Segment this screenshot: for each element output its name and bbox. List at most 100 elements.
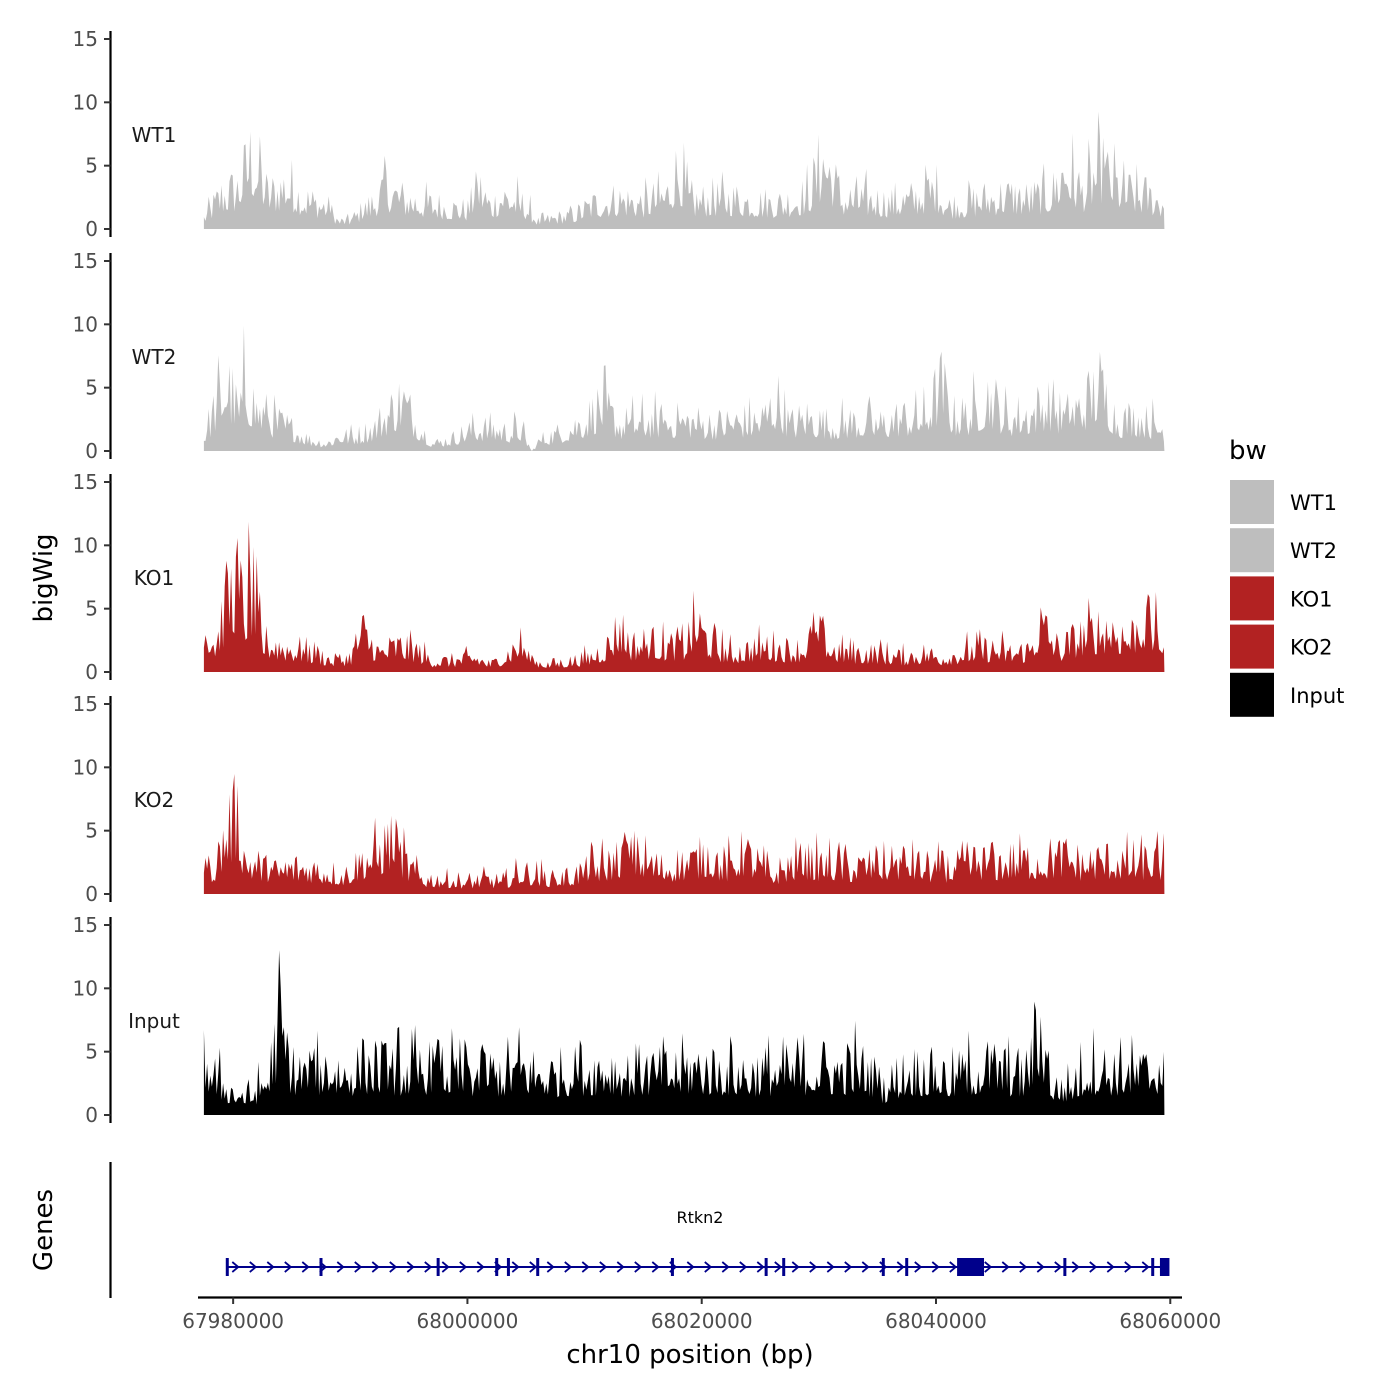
- legend-label-wt2: WT2: [1290, 539, 1337, 563]
- strand-arrow: [1106, 1261, 1115, 1273]
- y-tick-label: 15: [73, 249, 98, 273]
- strand-arrow: [266, 1261, 275, 1273]
- legend-label-wt1: WT1: [1290, 491, 1337, 515]
- gene-exon: [1063, 1258, 1067, 1276]
- strand-arrow: [476, 1261, 485, 1273]
- strand-arrow: [564, 1261, 573, 1273]
- legend-label-ko1: KO1: [1290, 587, 1333, 611]
- x-tick-label: 68040000: [885, 1309, 987, 1333]
- strand-arrow: [704, 1261, 713, 1273]
- x-axis: 67980000 68000000 68020000 68040000 68060000: [182, 1296, 1221, 1333]
- y-tick-label: 0: [85, 217, 98, 241]
- strand-arrow: [686, 1261, 695, 1273]
- y-tick-label: 5: [85, 1040, 98, 1064]
- signal-area-ko2: [203, 774, 1165, 894]
- gene-exon: [782, 1258, 786, 1276]
- track-input: 0 5 10 15 Input: [73, 913, 1165, 1127]
- genes-track-title: Genes: [29, 1189, 59, 1271]
- y-tick-label: 0: [85, 882, 98, 906]
- strand-arrow: [371, 1261, 380, 1273]
- y-tick-label: 5: [85, 597, 98, 621]
- track-label-wt1: WT1: [132, 123, 177, 147]
- strand-arrow: [284, 1261, 293, 1273]
- signal-area-wt2: [203, 325, 1165, 451]
- strand-arrow: [739, 1261, 748, 1273]
- strand-arrow: [301, 1261, 310, 1273]
- gene-name-label: Rtkn2: [677, 1208, 724, 1227]
- track-ko1: 0 5 10 15 KO1: [73, 470, 1165, 684]
- y-tick-label: 10: [73, 976, 98, 1000]
- legend-swatch-ko2: [1230, 624, 1274, 669]
- strand-arrow: [231, 1261, 240, 1273]
- x-tick-label: 67980000: [182, 1309, 284, 1333]
- strand-arrow: [1089, 1261, 1098, 1273]
- strand-arrow: [336, 1261, 345, 1273]
- strand-arrow: [389, 1261, 398, 1273]
- strand-arrow: [581, 1261, 590, 1273]
- strand-arrow: [1036, 1261, 1045, 1273]
- legend-swatch-wt1: [1230, 480, 1274, 524]
- y-tick-label: 0: [85, 660, 98, 684]
- y-axis-title: bigWig: [29, 533, 59, 622]
- gene-exon: [506, 1258, 510, 1276]
- y-tick-label: 10: [73, 90, 98, 114]
- strand-arrow: [721, 1261, 730, 1273]
- strand-arrow: [1054, 1261, 1063, 1273]
- signal-area-ko1: [203, 521, 1165, 672]
- y-tick-label: 15: [73, 913, 98, 937]
- legend: bw WT1 WT2 KO1 KO2 Input: [1229, 436, 1344, 717]
- y-tick-label: 10: [73, 312, 98, 336]
- y-tick-label: 5: [85, 154, 98, 178]
- legend-title: bw: [1229, 436, 1267, 466]
- track-ko2: 0 5 10 15 KO2: [73, 692, 1165, 906]
- strand-arrow: [1124, 1261, 1133, 1273]
- legend-label-input: Input: [1290, 684, 1344, 708]
- strand-arrow: [1019, 1261, 1028, 1273]
- strand-arrow: [354, 1261, 363, 1273]
- y-tick-label: 5: [85, 819, 98, 843]
- y-tick-label: 0: [85, 439, 98, 463]
- strand-arrow: [931, 1261, 940, 1273]
- strand-arrow: [844, 1261, 853, 1273]
- strand-arrow: [459, 1261, 468, 1273]
- strand-arrow: [1001, 1261, 1010, 1273]
- strand-arrow: [651, 1261, 660, 1273]
- y-tick-label: 10: [73, 755, 98, 779]
- track-label-input: Input: [128, 1009, 180, 1033]
- y-tick-label: 10: [73, 533, 98, 557]
- y-tick-label: 15: [73, 470, 98, 494]
- strand-arrow: [599, 1261, 608, 1273]
- strand-arrow: [511, 1261, 520, 1273]
- strand-arrow: [1141, 1261, 1150, 1273]
- track-wt1: 0 5 10 15 WT1: [73, 27, 1165, 241]
- legend-swatch-wt2: [1230, 528, 1274, 573]
- x-tick-label: 68000000: [417, 1309, 519, 1333]
- strand-arrow: [949, 1261, 958, 1273]
- strand-arrow: [896, 1261, 905, 1273]
- strand-arrow: [406, 1261, 415, 1273]
- strand-arrow: [791, 1261, 800, 1273]
- gene-exon: [1151, 1258, 1155, 1276]
- signal-area-wt1: [203, 111, 1165, 229]
- x-tick-label: 68020000: [651, 1309, 753, 1333]
- track-label-ko2: KO2: [134, 788, 175, 812]
- y-tick-label: 5: [85, 376, 98, 400]
- gene-model-rtkn2: [225, 1258, 1170, 1276]
- track-wt2: 0 5 10 15 WT2: [73, 249, 1165, 463]
- track-label-wt2: WT2: [132, 345, 177, 369]
- signal-area-input: [203, 950, 1165, 1115]
- legend-swatch-ko1: [1230, 576, 1274, 621]
- strand-arrow: [756, 1261, 765, 1273]
- strand-arrow: [424, 1261, 433, 1273]
- track-label-ko1: KO1: [134, 566, 175, 590]
- gene-exon: [881, 1258, 885, 1276]
- gene-exon: [670, 1258, 674, 1276]
- strand-arrow: [809, 1261, 818, 1273]
- legend-swatch-input: [1230, 672, 1274, 717]
- strand-arrow: [914, 1261, 923, 1273]
- signal-tracks: 0 5 10 15 WT1 0 5 10 15 WT2 0 5 10 15 KO1 0 5 10 15 KO2 0 5 10…: [73, 27, 1165, 1127]
- gene-exon: [436, 1258, 440, 1276]
- x-axis-title: chr10 position (bp): [566, 1340, 813, 1370]
- gene-exon: [225, 1258, 229, 1276]
